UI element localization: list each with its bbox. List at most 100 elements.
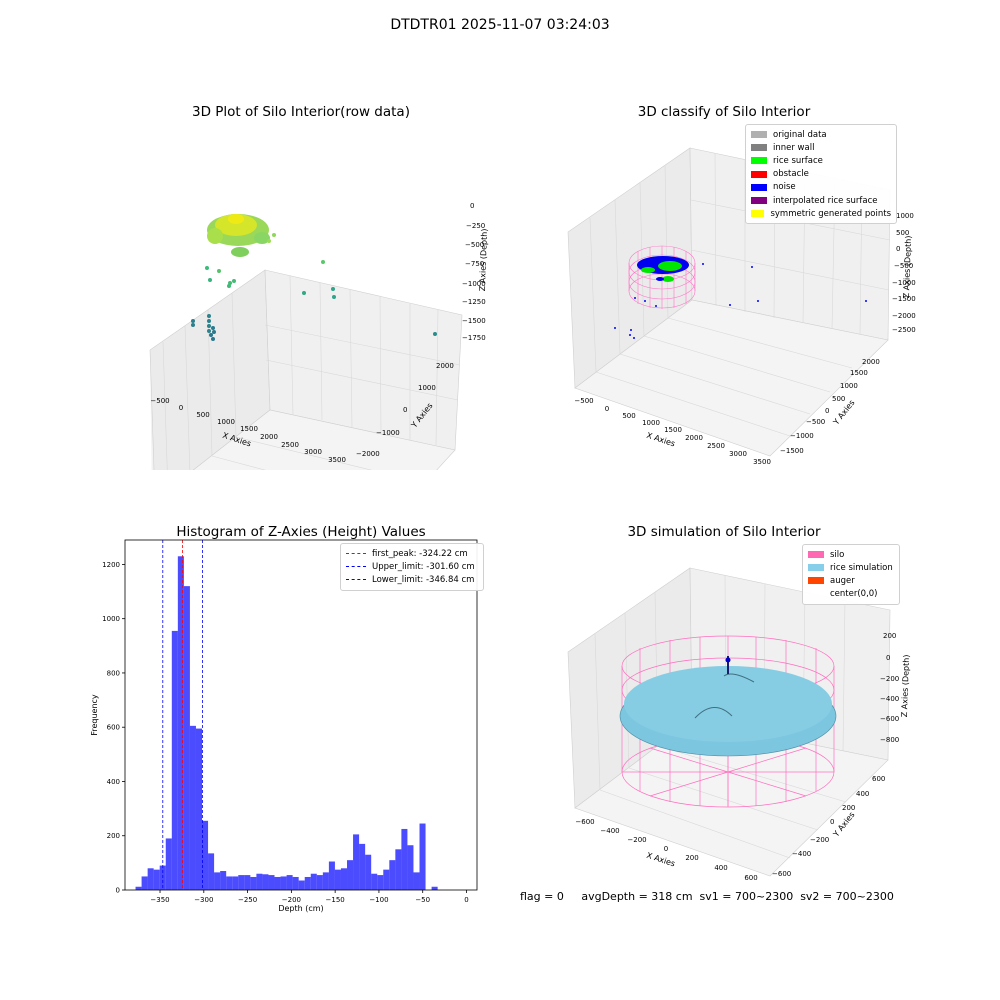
histogram-bar bbox=[407, 845, 414, 890]
histogram-bar bbox=[195, 728, 203, 890]
legend-item: interpolated rice surface bbox=[751, 194, 891, 207]
histogram-bar bbox=[401, 828, 408, 890]
z-tick: −1500 bbox=[892, 295, 916, 303]
classify-3d-plot-title: 3D classify of Silo Interior bbox=[637, 104, 811, 120]
y-axis-label: Y Axies bbox=[831, 810, 857, 839]
y-axis-label: Frequency bbox=[90, 694, 99, 736]
legend-swatch bbox=[808, 564, 824, 572]
x-tick-label: −300 bbox=[194, 896, 213, 904]
classify-3d-plot[interactable]: −500 0 500 1000 1500 2000 2500 3000 3500… bbox=[500, 120, 1000, 470]
legend-item: rice simulation bbox=[808, 561, 894, 574]
legend-label: interpolated rice surface bbox=[773, 195, 878, 206]
x-tick: 1500 bbox=[664, 426, 682, 434]
z-axis-label: Z Axies (Depth) bbox=[900, 654, 911, 717]
legend-item: first_peak: -324.22 cm bbox=[346, 547, 478, 560]
histogram-bar bbox=[359, 843, 366, 890]
y-tick: −1000 bbox=[790, 432, 814, 440]
x-tick: −600 bbox=[575, 818, 594, 826]
y-tick: −1500 bbox=[780, 447, 804, 455]
z-tick: 0 bbox=[470, 202, 474, 210]
raw-3d-plot-title: 3D Plot of Silo Interior(row data) bbox=[192, 104, 410, 120]
histogram-bar bbox=[147, 868, 154, 890]
classified-points bbox=[614, 256, 867, 339]
histogram-chart[interactable]: −350 −300 −250 −200 −150 −100 −50 0 0 200 400 600 8… bbox=[0, 500, 500, 920]
histogram-bar bbox=[274, 876, 281, 890]
z-tick: −1000 bbox=[462, 280, 486, 288]
x-tick-label: −250 bbox=[238, 896, 257, 904]
x-tick: 2500 bbox=[281, 441, 299, 449]
legend-swatch bbox=[808, 577, 824, 585]
x-tick: 0 bbox=[605, 405, 609, 413]
x-tick: 1000 bbox=[642, 419, 660, 427]
plot-frame bbox=[124, 539, 478, 891]
histogram-title: Histogram of Z-Axies (Height) Values bbox=[176, 524, 426, 540]
status-footer: flag = 0 avgDepth = 318 cm sv1 = 700~230… bbox=[520, 890, 894, 903]
x-tick: 500 bbox=[196, 411, 209, 419]
histogram-bar bbox=[244, 875, 251, 890]
histogram-bar bbox=[226, 876, 233, 890]
legend-label: rice simulation bbox=[830, 562, 893, 573]
histogram-bar bbox=[292, 876, 299, 890]
histogram-bar bbox=[171, 630, 178, 890]
z-tick: −250 bbox=[466, 222, 485, 230]
z-tick: −500 bbox=[465, 241, 484, 249]
x-tick: 0 bbox=[664, 845, 668, 853]
histogram-bar bbox=[395, 849, 402, 890]
histogram-bar bbox=[268, 875, 275, 890]
legend-line bbox=[346, 566, 366, 568]
legend-line bbox=[346, 579, 366, 581]
x-tick: 2500 bbox=[707, 442, 725, 450]
y-tick-label: 1200 bbox=[102, 561, 120, 569]
histogram-bar bbox=[413, 872, 420, 890]
z-tick: 0 bbox=[896, 245, 900, 253]
z-tick: −600 bbox=[880, 715, 899, 723]
figure-title: DTDTR01 2025-11-07 03:24:03 bbox=[390, 17, 610, 33]
x-tick: −500 bbox=[574, 397, 593, 405]
histogram-bar bbox=[431, 886, 438, 890]
histogram-bar bbox=[365, 854, 372, 890]
histogram-bar bbox=[298, 880, 305, 890]
x-tick-label: −50 bbox=[415, 896, 430, 904]
legend-item: rice surface bbox=[751, 154, 891, 167]
legend-label: Upper_limit: -301.60 cm bbox=[372, 561, 475, 572]
histogram-bar bbox=[340, 868, 348, 890]
raw-3d-plot[interactable]: −500 0 500 1000 1500 2000 2500 3000 3500… bbox=[0, 120, 500, 470]
histogram-legend: first_peak: -324.22 cm Upper_limit: -301… bbox=[340, 543, 484, 591]
histogram-bar bbox=[202, 820, 209, 890]
histogram-bar bbox=[250, 876, 257, 890]
x-tick: 3000 bbox=[304, 448, 322, 456]
legend-item: Upper_limit: -301.60 cm bbox=[346, 560, 478, 573]
z-tick: 1000 bbox=[896, 212, 914, 220]
legend-line bbox=[346, 553, 366, 555]
y-tick: −200 bbox=[810, 836, 829, 844]
histogram-bar bbox=[232, 876, 239, 890]
x-tick: 3500 bbox=[753, 458, 771, 466]
auger-marker bbox=[725, 656, 731, 674]
simulation-3d-plot[interactable]: −600 −400 −200 0 200 400 600 X Axies −60… bbox=[500, 540, 1000, 890]
histogram-bar bbox=[328, 861, 335, 890]
y-tick-label: 400 bbox=[107, 778, 120, 786]
legend-label: first_peak: -324.22 cm bbox=[372, 548, 468, 559]
legend-swatch bbox=[751, 183, 767, 191]
legend-label: symmetric generated points bbox=[770, 208, 891, 219]
x-tick: −200 bbox=[627, 836, 646, 844]
z-tick: −750 bbox=[465, 260, 484, 268]
y-tick-label: 800 bbox=[107, 669, 120, 677]
y-tick: 600 bbox=[872, 775, 885, 783]
x-tick-label: −100 bbox=[369, 896, 388, 904]
x-tick-label: −150 bbox=[326, 896, 345, 904]
y-tick: 200 bbox=[842, 804, 855, 812]
x-tick: 2000 bbox=[260, 433, 278, 441]
histogram-bar bbox=[280, 876, 287, 890]
legend-label: original data bbox=[773, 129, 827, 140]
legend-item: Lower_limit: -346.84 cm bbox=[346, 573, 478, 586]
histogram-bar bbox=[141, 876, 148, 890]
histogram-bar bbox=[256, 873, 263, 890]
x-tick: 3500 bbox=[328, 456, 346, 464]
legend-swatch bbox=[751, 131, 767, 139]
z-tick: −1000 bbox=[892, 279, 916, 287]
y-tick-label: 0 bbox=[116, 887, 120, 895]
z-axis-label: Z Axies (Depth) bbox=[478, 228, 489, 291]
legend-item: symmetric generated points bbox=[751, 207, 891, 220]
histogram-bar bbox=[383, 869, 390, 890]
